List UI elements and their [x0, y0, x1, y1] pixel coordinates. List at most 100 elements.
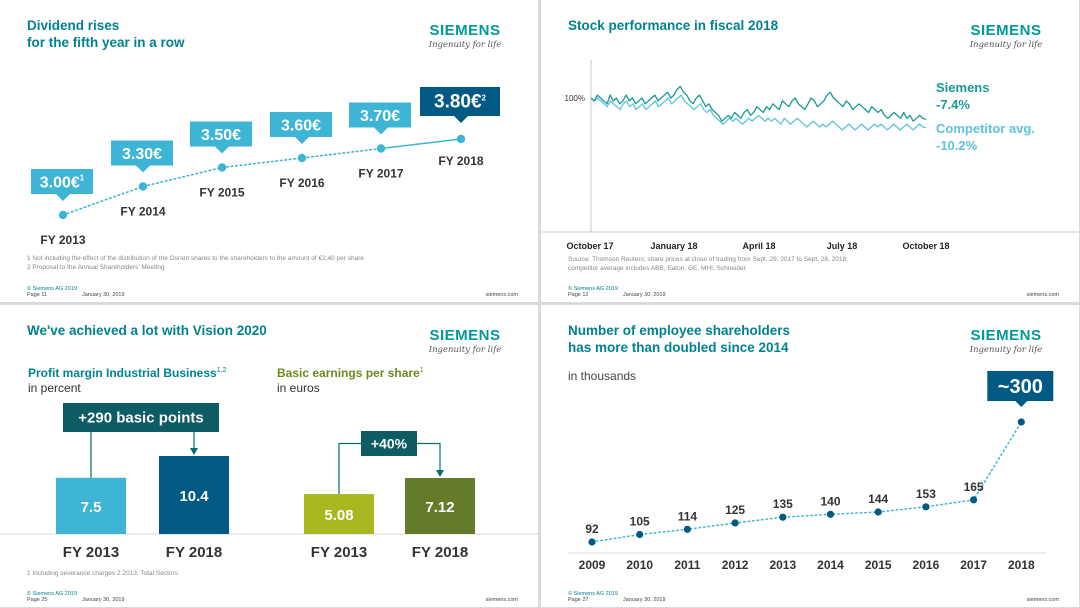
delta-label: +290 basic points [78, 410, 203, 427]
value-label: 144 [868, 492, 888, 506]
dividend-trend-dotted [62, 147, 382, 216]
value-callout-box [111, 140, 173, 166]
category-label: 2014 [817, 558, 844, 572]
siemens-logo: SIEMENS Ingenuity for life [420, 327, 510, 357]
shareholders-chart: 92 2009 105 2010 114 2011 125 2012 135 2013 140 201… [568, 371, 1054, 572]
delta-box [63, 403, 219, 432]
value-label: 92 [585, 522, 599, 536]
value-label: 3.70€ [360, 108, 400, 125]
data-point-fy-2017 [376, 144, 386, 153]
bar-value-label: 10.4 [179, 488, 209, 505]
footer-date: January 30, 2019 [623, 597, 666, 603]
footer: © Siemens AG 2019 Page 11 January 30, 201… [27, 286, 125, 298]
category-label: FY 2013 [40, 233, 85, 247]
x-tick-label: July 18 [827, 241, 858, 251]
value-label: 135 [773, 497, 793, 511]
category-label: FY 2016 [279, 176, 324, 190]
value-callout-box [349, 102, 411, 128]
category-label: FY 2015 [199, 186, 244, 200]
footer-site: siemens.com [485, 292, 518, 298]
slide-vision-2020: We've achieved a lot with Vision 2020 SI… [0, 305, 538, 607]
data-point-fy-2013 [58, 210, 68, 220]
page-number: Page 11 [27, 292, 48, 298]
data-point-fy-2018 [456, 134, 466, 144]
delta-arrowhead [190, 448, 198, 455]
slide-stock-performance: Stock performance in fiscal 2018 SIEMENS… [541, 0, 1079, 302]
logo-wordmark: SIEMENS [970, 22, 1042, 39]
value-label: 114 [678, 509, 698, 523]
profit-margin-heading: Profit margin Industrial Business1,2 [28, 366, 226, 380]
logo-tagline: Ingenuity for life [428, 345, 502, 355]
category-label: 2013 [769, 558, 796, 572]
delta-label: +40% [371, 436, 408, 452]
logo-tagline: Ingenuity for life [969, 345, 1043, 355]
data-point-fy-2015 [217, 163, 227, 172]
value-callout-pointer [454, 116, 468, 123]
value-label: 3.80€2 [434, 92, 487, 113]
slide-dividend: Dividend rises for the fifth year in a r… [0, 0, 538, 302]
data-point-2017 [970, 496, 978, 504]
value-label: ~300 [998, 376, 1043, 398]
vision-charts: 7.5 FY 2013 10.4 FY 2018 +290 basic points 5.… [0, 403, 538, 561]
eps-heading: Basic earnings per share1 [277, 366, 424, 380]
value-label: 105 [630, 515, 650, 529]
bar-fy-2013 [304, 494, 374, 534]
bar-fy-2013 [56, 477, 126, 534]
page-number: Page 27 [568, 597, 589, 603]
logo-wordmark: SIEMENS [429, 22, 501, 39]
footer-date: January 30, 2019 [82, 292, 125, 298]
footer: © Siemens AG 2019 Page 25 January 30, 201… [27, 591, 125, 603]
slide-title: Dividend rises for the fifth year in a r… [27, 18, 185, 50]
footer: © Siemens AG 2019 Page 12 January 30, 201… [568, 286, 666, 298]
value-label: 3.50€ [201, 127, 241, 144]
category-label: FY 2014 [120, 205, 165, 219]
stock-chart: 100% Siemens -7.4% Competitor avg. -10.2% Oct… [541, 60, 1079, 251]
footnotes: 1 Including severance charges 2 2013: To… [27, 570, 178, 577]
data-point-2015 [874, 508, 882, 516]
page-number: Page 12 [568, 292, 589, 298]
value-label: 165 [964, 480, 984, 494]
category-label: 2018 [1008, 558, 1035, 572]
siemens-logo: SIEMENS Ingenuity for life [420, 22, 510, 52]
value-callout-box [31, 169, 93, 194]
value-callout-box [420, 87, 500, 116]
profit-margin-heading-text: Profit margin Industrial Business [28, 366, 217, 380]
value-callout-pointer [1015, 401, 1028, 407]
value-callout-pointer [215, 146, 229, 154]
footer: © Siemens AG 2019 Page 27 January 30, 201… [568, 591, 666, 603]
bar-fy-2018 [405, 478, 475, 534]
category-label: 2016 [913, 558, 940, 572]
footnote-mark: 1 [80, 174, 85, 183]
trend-line [591, 421, 1023, 543]
value-label: 140 [820, 494, 840, 508]
copyright: © Siemens AG 2019 [27, 286, 77, 292]
logo-tagline: Ingenuity for life [428, 40, 502, 50]
bar-category-label: FY 2013 [311, 544, 367, 561]
footer-date: January 30, 2019 [623, 292, 666, 298]
value-label: 3.00€1 [40, 174, 85, 192]
logo-wordmark: SIEMENS [429, 327, 501, 344]
category-label: FY 2017 [358, 167, 403, 181]
footer-site: siemens.com [1026, 292, 1059, 298]
data-point-2013 [779, 513, 787, 521]
source-note: Source: Thomson Reuters; share prices at… [568, 256, 848, 272]
bar-category-label: FY 2018 [166, 544, 222, 561]
unit-label: in thousands [568, 369, 637, 383]
dividend-trend-solid [380, 138, 462, 150]
copyright: © Siemens AG 2019 [568, 591, 618, 597]
legend-change: -10.2% [936, 138, 978, 153]
y-tick-label: 100% [565, 94, 585, 103]
category-label: 2010 [626, 558, 653, 572]
data-point-2016 [922, 503, 930, 511]
x-tick-label: April 18 [742, 241, 775, 251]
bar-fy-2018 [159, 456, 229, 534]
eps-sup: 1 [419, 367, 424, 374]
slide-employee-shareholders: Number of employee shareholders has more… [541, 305, 1079, 607]
legend-name: Siemens [936, 80, 989, 95]
slide-title: Number of employee shareholders has more… [568, 323, 791, 355]
value-callout-pointer [295, 137, 309, 144]
series-line-siemens [590, 85, 927, 122]
value-label: 153 [916, 487, 936, 501]
footnote-mark: 2 [482, 94, 487, 103]
bar-category-label: FY 2013 [63, 544, 119, 561]
